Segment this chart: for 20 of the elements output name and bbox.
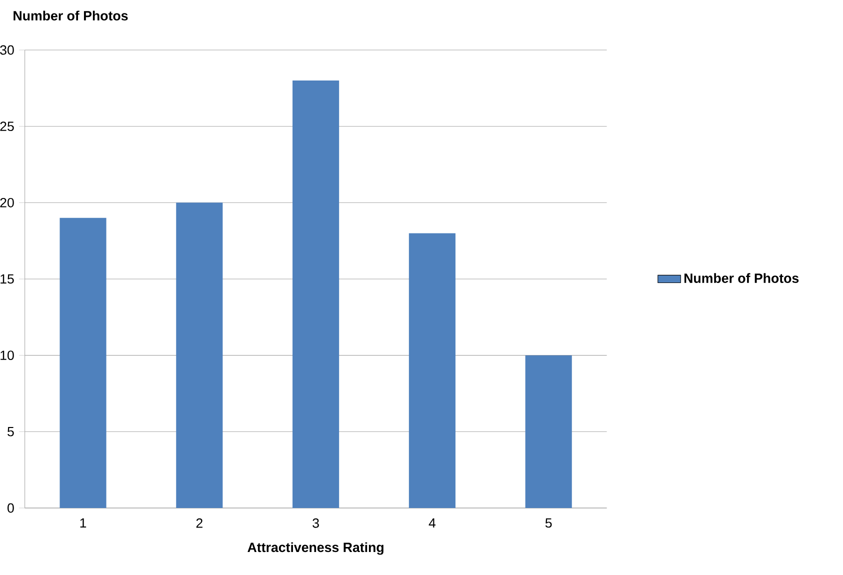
bar: [408, 233, 456, 508]
bar: [60, 218, 106, 508]
y-axis-title: Number of Photos: [14, 10, 128, 20]
bar: [176, 202, 223, 508]
y-tick-label: 20: [0, 198, 14, 208]
y-tick-label: 15: [0, 274, 14, 284]
x-tick-label: 4: [428, 518, 436, 528]
y-tick-label: 25: [0, 122, 14, 132]
y-tick-label: 10: [0, 350, 14, 360]
x-tick-label: 1: [80, 518, 86, 528]
bar: [525, 355, 572, 508]
x-tick-label: 3: [312, 518, 319, 528]
y-tick-label: 0: [8, 503, 14, 513]
y-tick-label: 5: [8, 426, 14, 436]
x-tick-label: 2: [196, 518, 202, 528]
x-axis-title: Attractiveness Rating: [248, 542, 384, 555]
legend-label: Number of Photos: [684, 273, 799, 283]
y-tick-label: 30: [0, 45, 14, 55]
x-tick-label: 5: [545, 518, 552, 528]
bar: [292, 80, 340, 508]
